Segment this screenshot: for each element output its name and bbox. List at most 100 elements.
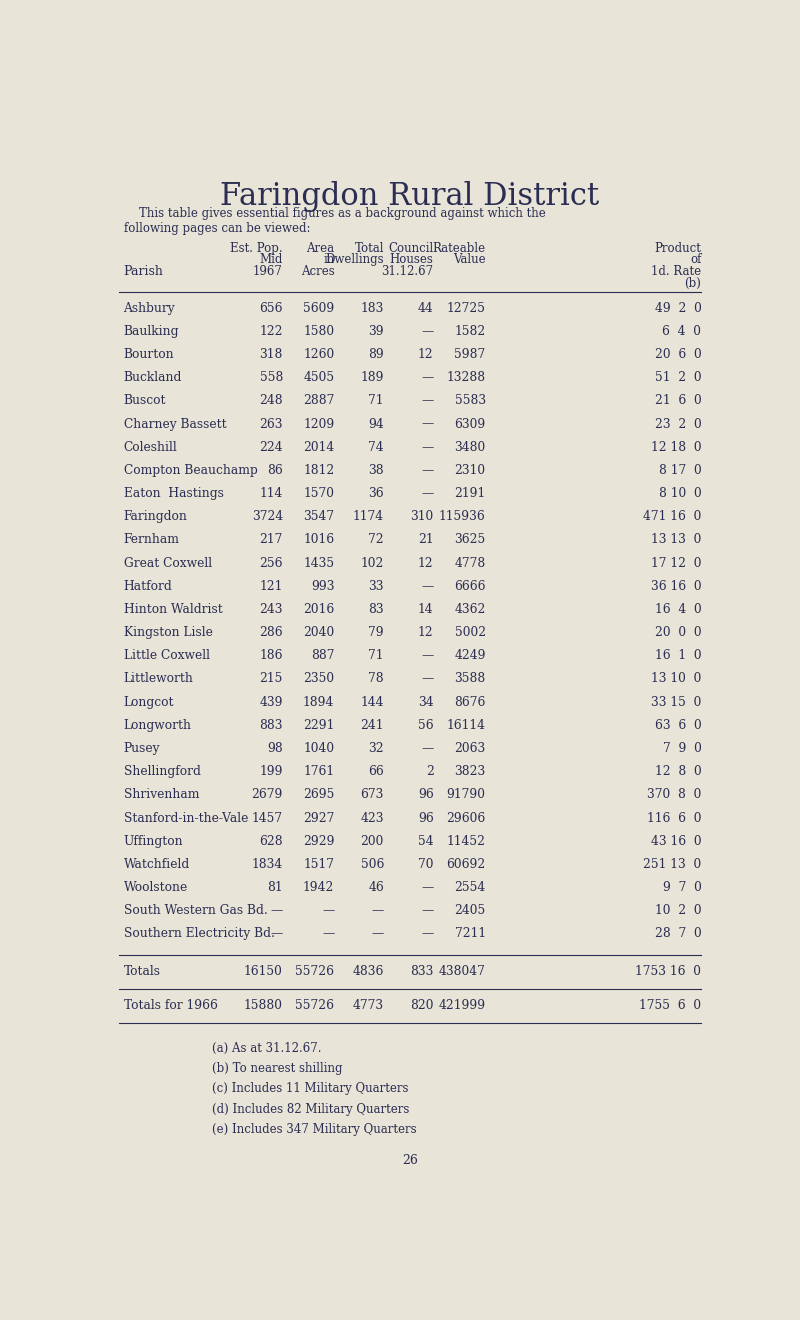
Text: 34: 34 bbox=[418, 696, 434, 709]
Text: 1753 16  0: 1753 16 0 bbox=[635, 965, 702, 978]
Text: 887: 887 bbox=[311, 649, 334, 663]
Text: (b) To nearest shilling: (b) To nearest shilling bbox=[211, 1063, 342, 1074]
Text: —: — bbox=[372, 928, 384, 940]
Text: 71: 71 bbox=[369, 649, 384, 663]
Text: in: in bbox=[323, 253, 334, 267]
Text: 10  2  0: 10 2 0 bbox=[654, 904, 702, 917]
Text: Woolstone: Woolstone bbox=[123, 880, 188, 894]
Text: 5987: 5987 bbox=[454, 348, 486, 362]
Text: 12: 12 bbox=[418, 626, 434, 639]
Text: 6309: 6309 bbox=[454, 417, 486, 430]
Text: —: — bbox=[422, 441, 434, 454]
Text: 28  7  0: 28 7 0 bbox=[654, 928, 702, 940]
Text: South Western Gas Bd.: South Western Gas Bd. bbox=[123, 904, 267, 917]
Text: 993: 993 bbox=[311, 579, 334, 593]
Text: 1967: 1967 bbox=[253, 265, 283, 279]
Text: Totals for 1966: Totals for 1966 bbox=[123, 999, 218, 1012]
Text: 33 15  0: 33 15 0 bbox=[651, 696, 702, 709]
Text: 121: 121 bbox=[259, 579, 283, 593]
Text: 241: 241 bbox=[361, 719, 384, 731]
Text: Watchfield: Watchfield bbox=[123, 858, 190, 871]
Text: Dwellings: Dwellings bbox=[326, 253, 384, 267]
Text: This table gives essential figures as a background against which the
following p: This table gives essential figures as a … bbox=[123, 207, 546, 235]
Text: 217: 217 bbox=[259, 533, 283, 546]
Text: 3724: 3724 bbox=[252, 511, 283, 523]
Text: 17 12  0: 17 12 0 bbox=[651, 557, 702, 570]
Text: 122: 122 bbox=[259, 325, 283, 338]
Text: 15880: 15880 bbox=[244, 999, 283, 1012]
Text: —: — bbox=[422, 417, 434, 430]
Text: 12725: 12725 bbox=[446, 302, 486, 314]
Text: Faringdon Rural District: Faringdon Rural District bbox=[221, 181, 599, 211]
Text: 13288: 13288 bbox=[446, 371, 486, 384]
Text: 12: 12 bbox=[418, 348, 434, 362]
Text: 11452: 11452 bbox=[446, 834, 486, 847]
Text: 2927: 2927 bbox=[303, 812, 334, 825]
Text: 423: 423 bbox=[361, 812, 384, 825]
Text: (c) Includes 11 Military Quarters: (c) Includes 11 Military Quarters bbox=[211, 1082, 408, 1096]
Text: 31.12.67: 31.12.67 bbox=[382, 265, 434, 279]
Text: (d) Includes 82 Military Quarters: (d) Includes 82 Military Quarters bbox=[211, 1102, 409, 1115]
Text: 36 16  0: 36 16 0 bbox=[650, 579, 702, 593]
Text: Southern Electricity Bd.: Southern Electricity Bd. bbox=[123, 928, 274, 940]
Text: 4505: 4505 bbox=[303, 371, 334, 384]
Text: Bourton: Bourton bbox=[123, 348, 174, 362]
Text: Totals: Totals bbox=[123, 965, 161, 978]
Text: 248: 248 bbox=[259, 395, 283, 408]
Text: 833: 833 bbox=[410, 965, 434, 978]
Text: 4778: 4778 bbox=[454, 557, 486, 570]
Text: 1894: 1894 bbox=[303, 696, 334, 709]
Text: 200: 200 bbox=[361, 834, 384, 847]
Text: 2695: 2695 bbox=[303, 788, 334, 801]
Text: 83: 83 bbox=[368, 603, 384, 616]
Text: 70: 70 bbox=[418, 858, 434, 871]
Text: —: — bbox=[422, 395, 434, 408]
Text: 56: 56 bbox=[418, 719, 434, 731]
Text: 1570: 1570 bbox=[303, 487, 334, 500]
Text: 199: 199 bbox=[259, 766, 283, 779]
Text: Longcot: Longcot bbox=[123, 696, 174, 709]
Text: —: — bbox=[322, 928, 334, 940]
Text: 1834: 1834 bbox=[252, 858, 283, 871]
Text: —: — bbox=[422, 672, 434, 685]
Text: 12: 12 bbox=[418, 557, 434, 570]
Text: Total: Total bbox=[354, 242, 384, 255]
Text: 1582: 1582 bbox=[454, 325, 486, 338]
Text: 44: 44 bbox=[418, 302, 434, 314]
Text: 63  6  0: 63 6 0 bbox=[654, 719, 702, 731]
Text: 91790: 91790 bbox=[446, 788, 486, 801]
Text: 1260: 1260 bbox=[303, 348, 334, 362]
Text: 215: 215 bbox=[259, 672, 283, 685]
Text: 2: 2 bbox=[426, 766, 434, 779]
Text: 13 13  0: 13 13 0 bbox=[651, 533, 702, 546]
Text: 38: 38 bbox=[368, 463, 384, 477]
Text: 820: 820 bbox=[410, 999, 434, 1012]
Text: Baulking: Baulking bbox=[123, 325, 179, 338]
Text: Great Coxwell: Great Coxwell bbox=[123, 557, 212, 570]
Text: Rateable: Rateable bbox=[433, 242, 486, 255]
Text: 1517: 1517 bbox=[303, 858, 334, 871]
Text: 1435: 1435 bbox=[303, 557, 334, 570]
Text: —: — bbox=[422, 742, 434, 755]
Text: 5609: 5609 bbox=[303, 302, 334, 314]
Text: Coleshill: Coleshill bbox=[123, 441, 178, 454]
Text: 1016: 1016 bbox=[303, 533, 334, 546]
Text: Stanford-in-the-Vale: Stanford-in-the-Vale bbox=[123, 812, 248, 825]
Text: 3588: 3588 bbox=[454, 672, 486, 685]
Text: 439: 439 bbox=[259, 696, 283, 709]
Text: 12 18  0: 12 18 0 bbox=[650, 441, 702, 454]
Text: Parish: Parish bbox=[123, 265, 163, 279]
Text: 8676: 8676 bbox=[454, 696, 486, 709]
Text: 3480: 3480 bbox=[454, 441, 486, 454]
Text: 81: 81 bbox=[267, 880, 283, 894]
Text: 49  2  0: 49 2 0 bbox=[654, 302, 702, 314]
Text: 3547: 3547 bbox=[303, 511, 334, 523]
Text: —: — bbox=[422, 371, 434, 384]
Text: Value: Value bbox=[453, 253, 486, 267]
Text: 4773: 4773 bbox=[353, 999, 384, 1012]
Text: 1812: 1812 bbox=[303, 463, 334, 477]
Text: 2291: 2291 bbox=[303, 719, 334, 731]
Text: 14: 14 bbox=[418, 603, 434, 616]
Text: —: — bbox=[322, 904, 334, 917]
Text: 2679: 2679 bbox=[251, 788, 283, 801]
